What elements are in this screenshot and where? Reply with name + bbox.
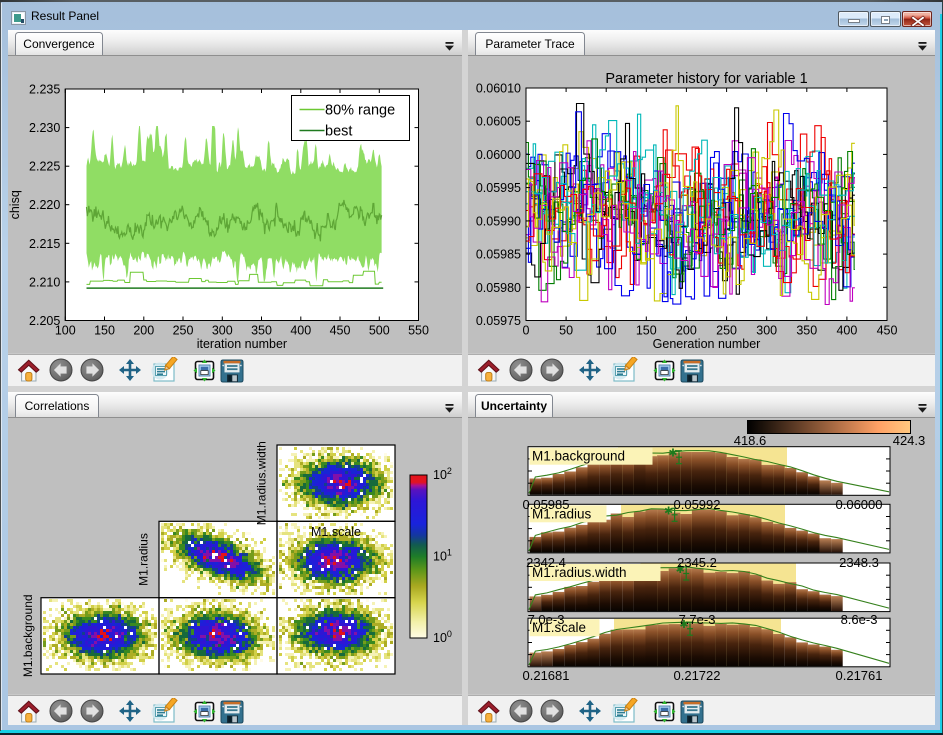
svg-text:0.05975: 0.05975 bbox=[476, 314, 521, 328]
svg-text:iteration number: iteration number bbox=[197, 337, 287, 351]
svg-text:400: 400 bbox=[836, 324, 857, 338]
svg-text:102: 102 bbox=[433, 466, 452, 482]
svg-text:0.05992: 0.05992 bbox=[674, 497, 721, 512]
svg-text:250: 250 bbox=[716, 324, 737, 338]
svg-text:0.21761: 0.21761 bbox=[836, 668, 883, 683]
svg-text:0.06010: 0.06010 bbox=[476, 82, 521, 96]
svg-text:M1.background: M1.background bbox=[532, 449, 625, 464]
svg-text:0.05990: 0.05990 bbox=[476, 214, 521, 228]
svg-text:2.205: 2.205 bbox=[29, 314, 60, 328]
svg-text:450: 450 bbox=[877, 324, 898, 338]
svg-text:M1.radius: M1.radius bbox=[532, 506, 592, 521]
svg-text:100: 100 bbox=[433, 629, 452, 645]
svg-text:Parameter history for variable: Parameter history for variable 1 bbox=[605, 71, 807, 87]
svg-text:0.06005: 0.06005 bbox=[476, 115, 521, 129]
svg-text:2.210: 2.210 bbox=[29, 275, 60, 289]
svg-text:M1.scale: M1.scale bbox=[532, 620, 586, 635]
svg-text:550: 550 bbox=[408, 324, 429, 338]
svg-text:100: 100 bbox=[55, 324, 76, 338]
svg-text:2.230: 2.230 bbox=[29, 121, 60, 135]
svg-text:best: best bbox=[325, 124, 352, 140]
svg-text:0.05980: 0.05980 bbox=[476, 281, 521, 295]
svg-text:450: 450 bbox=[330, 324, 351, 338]
svg-text:424.3: 424.3 bbox=[893, 433, 926, 448]
svg-text:418.6: 418.6 bbox=[734, 433, 767, 448]
svg-text:250: 250 bbox=[173, 324, 194, 338]
svg-text:✱: ✱ bbox=[676, 564, 685, 576]
svg-text:2342.4: 2342.4 bbox=[526, 555, 566, 570]
svg-text:50: 50 bbox=[559, 324, 573, 338]
svg-text:80% range: 80% range bbox=[325, 103, 395, 119]
svg-text:0: 0 bbox=[523, 324, 530, 338]
svg-text:150: 150 bbox=[94, 324, 115, 338]
svg-text:M1.scale: M1.scale bbox=[311, 525, 361, 539]
svg-text:350: 350 bbox=[796, 324, 817, 338]
svg-text:0.21722: 0.21722 bbox=[674, 668, 721, 683]
svg-text:2345.2: 2345.2 bbox=[677, 555, 717, 570]
svg-text:400: 400 bbox=[290, 324, 311, 338]
svg-text:M1.radius.width: M1.radius.width bbox=[532, 565, 627, 580]
svg-text:150: 150 bbox=[636, 324, 657, 338]
svg-text:M1.radius.width: M1.radius.width bbox=[255, 441, 269, 525]
svg-text:300: 300 bbox=[212, 324, 233, 338]
svg-text:8.6e-3: 8.6e-3 bbox=[841, 612, 878, 627]
svg-text:101: 101 bbox=[433, 548, 452, 564]
svg-text:✱: ✱ bbox=[668, 448, 677, 460]
svg-text:2.220: 2.220 bbox=[29, 198, 60, 212]
svg-text:100: 100 bbox=[596, 324, 617, 338]
svg-text:M1.background: M1.background bbox=[21, 594, 35, 677]
svg-text:0.06000: 0.06000 bbox=[476, 148, 521, 162]
svg-text:Generation number: Generation number bbox=[653, 337, 761, 351]
svg-text:✱: ✱ bbox=[664, 505, 673, 517]
svg-text:0.06000: 0.06000 bbox=[836, 497, 883, 512]
svg-text:✱: ✱ bbox=[679, 619, 688, 631]
svg-text:0.05985: 0.05985 bbox=[523, 497, 570, 512]
svg-text:300: 300 bbox=[756, 324, 777, 338]
svg-text:7.0e-3: 7.0e-3 bbox=[528, 612, 565, 627]
svg-text:200: 200 bbox=[676, 324, 697, 338]
svg-text:7.7e-3: 7.7e-3 bbox=[679, 612, 716, 627]
svg-text:0.05985: 0.05985 bbox=[476, 248, 521, 262]
svg-text:0.05995: 0.05995 bbox=[476, 181, 521, 195]
svg-text:chisq: chisq bbox=[8, 190, 22, 219]
svg-text:350: 350 bbox=[251, 324, 272, 338]
svg-text:0.21681: 0.21681 bbox=[523, 668, 570, 683]
svg-text:2.235: 2.235 bbox=[29, 83, 60, 97]
svg-text:2348.3: 2348.3 bbox=[839, 555, 879, 570]
svg-text:2.225: 2.225 bbox=[29, 160, 60, 174]
svg-text:200: 200 bbox=[133, 324, 154, 338]
svg-text:500: 500 bbox=[369, 324, 390, 338]
svg-text:M1.radius: M1.radius bbox=[137, 533, 151, 586]
svg-text:2.215: 2.215 bbox=[29, 237, 60, 251]
